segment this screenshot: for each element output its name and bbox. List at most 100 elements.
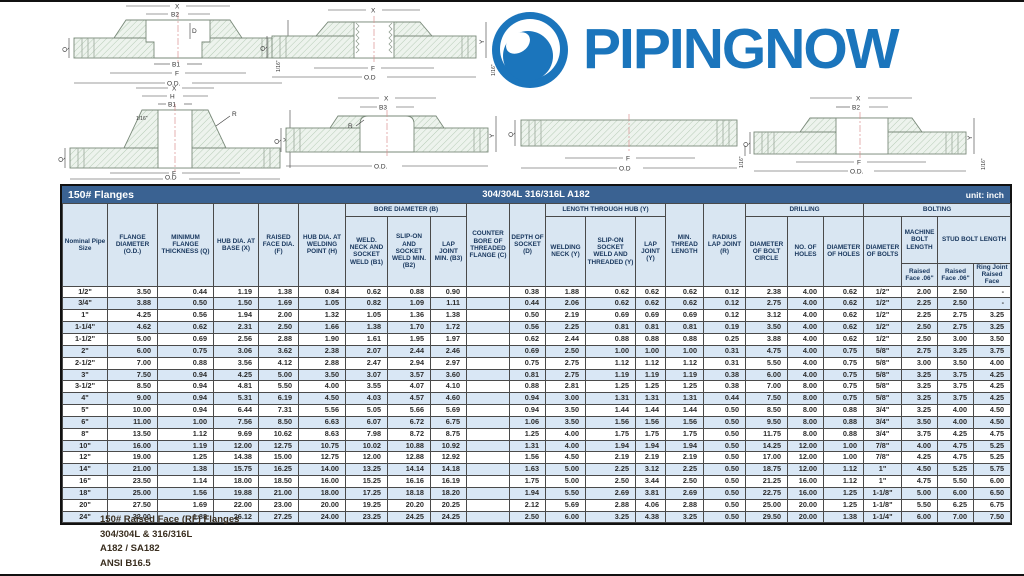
value-cell: 7.98 [345, 427, 388, 441]
value-cell: 2.50 [545, 344, 586, 358]
col-header-b2: SLIP-ON AND SOCKET WELD MIN. (B2) [387, 216, 431, 287]
value-cell: 5.50 [901, 498, 939, 512]
value-cell: 5.31 [213, 392, 259, 406]
value-cell: 0.50 [703, 486, 747, 500]
value-cell: 1.19 [665, 368, 705, 382]
value-cell: 0.62 [634, 297, 667, 311]
value-cell: 1.00 [823, 451, 865, 465]
pipe-size-cell: 3" [62, 368, 108, 382]
value-cell: 1.75 [509, 475, 546, 488]
value-cell: 4.57 [387, 392, 431, 406]
value-cell: 6.75 [973, 498, 1012, 512]
value-cell: 2.12 [509, 498, 546, 512]
dim-label-b2: B2 [171, 12, 179, 19]
value-cell: 6.44 [213, 404, 259, 417]
value-cell: 3.56 [213, 356, 259, 370]
value-cell: 0.44 [703, 392, 747, 406]
value-cell [466, 486, 510, 500]
pipe-size-cell: 2" [62, 344, 108, 358]
col-header-db: DIAMETER OF BOLTS [863, 216, 903, 287]
pipe-size-cell: 2-1/2" [62, 356, 108, 370]
dim-label-b1: B1 [172, 62, 180, 69]
value-cell: 3.57 [387, 368, 431, 382]
value-cell: 4.00 [545, 427, 586, 441]
table-row: 3-1/2" 8.50 0.94 4.81 5.50 4.00 3.55 4.07 4.10 0.… [62, 380, 1012, 394]
value-cell [466, 356, 510, 370]
value-cell: 10.02 [345, 439, 388, 453]
col-header-mt: MIN. THREAD LENGTH [665, 203, 705, 287]
value-cell: 6.00 [745, 368, 789, 382]
value-cell: 2.50 [937, 285, 975, 299]
value-cell: 8.00 [787, 427, 825, 441]
table-row: 20" 27.50 1.69 22.00 23.00 20.00 19.25 20.20 20.… [62, 498, 1012, 512]
value-cell: 3.75 [973, 344, 1012, 358]
value-cell [466, 344, 510, 358]
value-cell: 0.62 [585, 285, 636, 299]
value-cell: 0.94 [157, 368, 214, 382]
value-cell: 2.69 [585, 486, 636, 500]
value-cell: 0.88 [157, 356, 214, 370]
value-cell: 1.63 [509, 463, 546, 477]
value-cell: 16.00 [298, 475, 346, 488]
dim-label-raised-face: 1/16" [136, 116, 148, 122]
value-cell: 5.00 [545, 463, 586, 477]
value-cell: 3.60 [430, 368, 467, 382]
pipe-size-cell: 1-1/4" [62, 321, 108, 334]
value-cell: 2.38 [298, 344, 346, 358]
flange-table: 150# Flanges 304/304L 316/316L A182 unit… [60, 184, 1012, 526]
value-cell: 21.25 [745, 475, 789, 488]
table-row: 1/2" 3.50 0.44 1.19 1.38 0.84 0.62 0.88 0.90 0.38… [62, 285, 1012, 299]
value-cell: 1.25 [509, 427, 546, 441]
value-cell: 23.00 [258, 498, 299, 512]
col-header-sb-raised-face: Raised Face .06" [937, 263, 975, 287]
value-cell: 2.19 [585, 451, 636, 465]
value-cell: 0.31 [703, 356, 747, 370]
value-cell: 32.00 [107, 510, 158, 524]
table-row: 10" 16.00 1.19 12.00 12.75 10.75 10.02 10.88 10.… [62, 439, 1012, 453]
value-cell [466, 332, 510, 346]
value-cell: 7.00 [107, 356, 158, 370]
value-cell [466, 498, 510, 512]
value-cell: 15.00 [258, 451, 299, 465]
value-cell: 3.25 [901, 392, 939, 406]
value-cell: 5/8" [863, 356, 903, 370]
value-cell: 18.00 [213, 475, 259, 488]
value-cell: 24.25 [387, 510, 431, 524]
col-header-dh: DIAMETER OF HOLES [823, 216, 865, 287]
value-cell: 1.25 [823, 486, 865, 500]
value-cell: 3.75 [937, 392, 975, 406]
value-cell: 0.38 [703, 368, 747, 382]
value-cell: 1.12 [823, 475, 865, 488]
value-cell: 8.00 [787, 380, 825, 394]
value-cell: 1.25 [634, 380, 667, 394]
value-cell: 1.75 [585, 427, 636, 441]
value-cell: 0.84 [298, 285, 346, 299]
col-header-od: FLANGE DIAMETER (O.D.) [107, 203, 158, 287]
table-row: 1-1/2" 5.00 0.69 2.56 2.88 1.90 1.61 1.95 1.97 0.… [62, 332, 1012, 346]
value-cell: 4.25 [901, 451, 939, 465]
value-cell: 5/8" [863, 392, 903, 406]
value-cell: 0.75 [823, 392, 865, 406]
value-cell: 20.25 [430, 498, 467, 512]
value-cell: 0.88 [585, 332, 636, 346]
value-cell: 1.70 [387, 321, 431, 334]
value-cell: 22.00 [213, 498, 259, 512]
col-header-stud-bolt: STUD BOLT LENGTH [937, 216, 1012, 264]
value-cell: 20.00 [298, 498, 346, 512]
value-cell: 29.50 [745, 510, 789, 524]
value-cell: 4.00 [787, 332, 825, 346]
value-cell: 1.88 [545, 285, 586, 299]
dim-label-y: Y [967, 135, 974, 140]
value-cell [466, 451, 510, 465]
col-header-lj: LAP JOINT (Y) [634, 216, 667, 287]
value-cell: 0.19 [703, 321, 747, 334]
value-cell: 3.55 [345, 380, 388, 394]
value-cell: 16.16 [387, 475, 431, 488]
value-cell: 21.00 [107, 463, 158, 477]
value-cell: 5.05 [345, 404, 388, 417]
value-cell: 5.75 [973, 463, 1012, 477]
footnote-line: A182 / SA182 [100, 543, 160, 554]
dim-label-f: F [626, 156, 630, 163]
value-cell: 6.00 [545, 510, 586, 524]
value-cell: 19.00 [107, 451, 158, 465]
